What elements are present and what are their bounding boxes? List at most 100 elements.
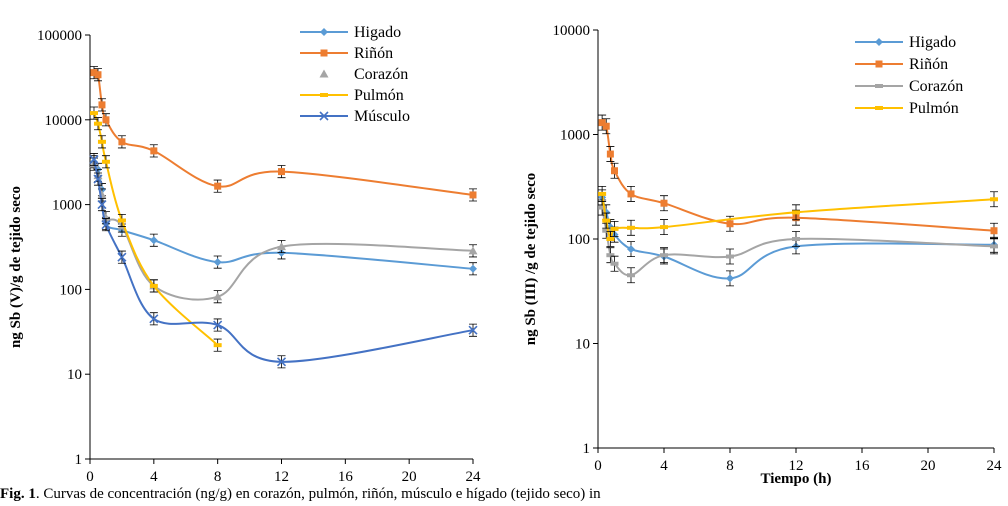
legend-entry: Corazón <box>855 78 963 95</box>
data-point <box>792 210 800 215</box>
series-line <box>93 159 474 363</box>
data-point <box>93 174 103 184</box>
data-point <box>468 246 478 255</box>
data-point <box>97 190 107 199</box>
data-point <box>89 111 98 116</box>
data-point <box>469 264 477 273</box>
y-tick-label: 100 <box>568 232 591 248</box>
data-point <box>97 200 107 210</box>
data-point <box>94 71 102 79</box>
x-tick-label: 20 <box>402 469 417 485</box>
data-point <box>277 242 286 251</box>
data-point <box>792 237 800 241</box>
series-Pulmón <box>598 186 998 247</box>
legend-label: Riñón <box>909 56 948 73</box>
data-point <box>469 191 477 199</box>
data-point <box>117 218 126 223</box>
legend-entry: Riñón <box>300 45 393 62</box>
legend-marker <box>875 38 883 46</box>
legend-label: Higado <box>909 34 956 51</box>
legend-label: Corazón <box>909 78 963 95</box>
legend-entry: Higado <box>855 34 956 51</box>
series-Músculo <box>89 153 478 369</box>
data-point <box>726 220 734 228</box>
y-tick-label: 10 <box>67 367 82 383</box>
legend-label: Músculo <box>354 108 410 125</box>
data-point <box>627 273 635 278</box>
data-point <box>726 254 734 259</box>
data-point <box>89 154 99 165</box>
caption-text: . Curvas de concentración (ng/g) en cora… <box>35 486 601 502</box>
series-Riñón <box>598 114 998 239</box>
data-point <box>149 283 158 288</box>
legend-entry: Corazón <box>319 66 408 83</box>
legend-entry: Músculo <box>300 108 410 125</box>
data-point <box>627 190 635 198</box>
data-point <box>276 357 287 367</box>
data-point <box>606 237 615 241</box>
data-point <box>598 205 607 210</box>
y-axis-label: ng Sb (V)/g de tejido seco <box>8 186 24 348</box>
legend-marker <box>319 69 329 78</box>
x-tick-label: 12 <box>789 458 804 474</box>
x-tick-label: 12 <box>274 469 289 485</box>
x-tick-label: 20 <box>921 458 936 474</box>
legend-marker <box>875 60 883 68</box>
legend-marker <box>320 28 328 36</box>
legend-entry: Pulmón <box>300 87 404 104</box>
x-tick-label: 4 <box>150 469 158 485</box>
legend-marker <box>875 84 883 88</box>
y-tick-label: 100000 <box>37 28 82 44</box>
data-point <box>214 182 222 190</box>
data-point <box>602 228 611 233</box>
data-point <box>627 245 635 254</box>
chart-1: 1 10 100 1000 10000 100000 0 4 8 12 16 20 24 ng Sb (V… <box>8 24 481 485</box>
x-tick-label: 4 <box>660 458 668 474</box>
data-point <box>660 225 668 230</box>
x-tick-label: 0 <box>86 469 94 485</box>
legend-label: Pulmón <box>909 100 959 117</box>
data-point <box>213 258 222 267</box>
y-tick-label: 10000 <box>45 113 83 129</box>
data-point <box>93 121 102 126</box>
legend-marker <box>320 49 328 57</box>
data-point <box>990 227 998 235</box>
legend-label: Riñón <box>354 45 393 62</box>
x-tick-label: 24 <box>466 469 482 485</box>
data-point <box>150 147 158 155</box>
data-point <box>610 226 619 231</box>
series-line <box>601 207 995 277</box>
series-Pulmón <box>89 106 222 352</box>
data-point <box>606 253 615 258</box>
x-tick-label: 8 <box>726 458 734 474</box>
data-point <box>278 168 285 176</box>
y-tick-label: 1000 <box>560 128 590 144</box>
series-line <box>93 163 474 301</box>
y-tick-label: 100 <box>60 282 83 298</box>
caption-prefix: Fig. 1 <box>0 486 36 502</box>
data-point <box>118 138 126 146</box>
x-tick-label: 0 <box>594 458 602 474</box>
data-point <box>213 292 223 301</box>
data-point <box>660 253 668 258</box>
data-point <box>610 261 619 266</box>
y-tick-label: 1 <box>583 441 591 457</box>
y-tick-label: 10000 <box>553 23 591 39</box>
legend-marker <box>319 111 329 121</box>
series-line <box>601 121 995 232</box>
data-point <box>98 101 106 109</box>
x-tick-label: 24 <box>987 458 1003 474</box>
x-tick-label: 8 <box>214 469 222 485</box>
series-Riñón <box>89 66 477 202</box>
data-point <box>117 252 127 262</box>
series-line <box>93 70 474 196</box>
data-point <box>213 320 223 330</box>
data-point <box>598 191 607 196</box>
x-axis-label: Tiempo (h) <box>761 471 832 487</box>
data-point <box>97 139 106 144</box>
legend-label: Pulmón <box>354 87 404 104</box>
data-point <box>101 159 110 164</box>
data-point <box>602 218 611 223</box>
data-point <box>149 314 159 324</box>
